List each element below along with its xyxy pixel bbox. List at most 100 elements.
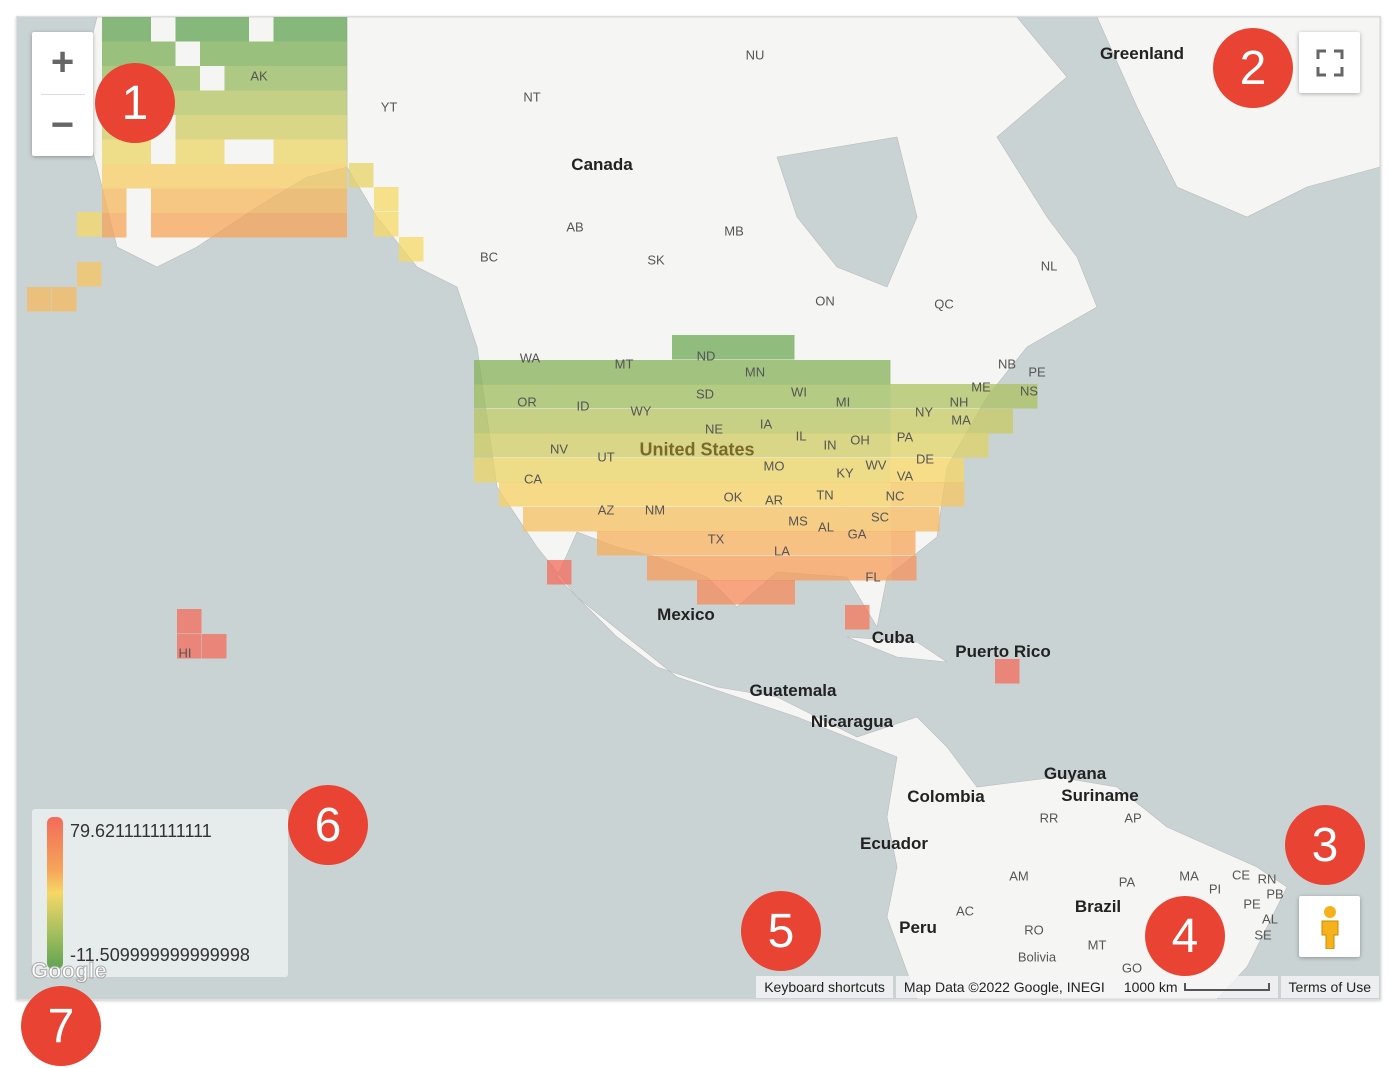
map-label: PE <box>1028 364 1046 380</box>
heat-cell <box>298 17 323 42</box>
map-label: IL <box>795 428 807 444</box>
zoom-in-button[interactable]: + <box>50 40 75 85</box>
terms-link[interactable]: Terms of Use <box>1280 976 1379 998</box>
keyboard-shortcuts-link[interactable]: Keyboard shortcuts <box>756 976 893 998</box>
heat-cell <box>596 409 621 434</box>
google-logo[interactable]: Google <box>31 958 108 984</box>
heat-cell <box>719 482 744 507</box>
heat-cell <box>298 90 323 115</box>
heat-cell <box>200 90 225 115</box>
heat-cell <box>126 41 151 66</box>
heat-cell <box>939 384 964 409</box>
heat-cell <box>817 458 842 483</box>
heat-cell <box>646 482 671 507</box>
heat-cell <box>645 433 670 458</box>
heat-cell <box>866 360 891 385</box>
heat-cell <box>866 458 891 483</box>
heat-cell <box>175 115 200 140</box>
heat-cell <box>645 360 670 385</box>
map-label: SK <box>647 252 665 268</box>
map-label: Guatemala <box>749 681 837 700</box>
heat-cell <box>200 188 225 213</box>
heat-cell <box>298 213 323 238</box>
map-label: Colombia <box>907 787 985 806</box>
map-layer <box>27 17 1380 999</box>
heat-cell <box>892 556 917 581</box>
heat-cell <box>322 164 347 189</box>
heat-cell <box>694 409 719 434</box>
heat-cell <box>621 409 646 434</box>
map-label: OH <box>850 432 870 448</box>
scale-bar <box>1183 983 1270 991</box>
map-label: NH <box>949 394 969 410</box>
heat-cell <box>177 634 202 659</box>
map-label: AM <box>1009 868 1029 884</box>
heat-cell <box>523 433 548 458</box>
heat-cell <box>322 41 347 66</box>
fullscreen-button[interactable] <box>1299 32 1360 93</box>
map-label: AC <box>955 903 975 919</box>
map-label: CA <box>523 471 543 487</box>
heat-cell <box>273 139 298 164</box>
heat-cell <box>890 384 915 409</box>
heat-cell <box>151 164 176 189</box>
heat-cell <box>695 531 720 556</box>
heat-cell <box>696 335 721 360</box>
map-label: LA <box>774 543 790 559</box>
heat-cell <box>770 335 795 360</box>
heat-cell <box>721 580 746 605</box>
heat-cell <box>200 17 225 42</box>
map-label: AB <box>566 219 584 235</box>
heat-cell <box>474 384 499 409</box>
heat-cell <box>768 507 793 532</box>
heat-cell <box>547 360 572 385</box>
heat-cell <box>548 482 573 507</box>
heat-cell <box>817 531 842 556</box>
heat-cell <box>224 17 249 42</box>
street-view-pegman-button[interactable] <box>1299 896 1360 957</box>
heat-cell <box>273 115 298 140</box>
heat-cell <box>175 213 200 238</box>
heat-cell <box>719 360 744 385</box>
heat-cell <box>744 482 769 507</box>
heat-cell <box>842 482 867 507</box>
heat-cell <box>866 507 891 532</box>
scale-control[interactable]: 1000 km <box>1115 976 1278 998</box>
heat-cell <box>794 556 819 581</box>
map-label: OK <box>723 489 743 505</box>
heat-cell <box>572 409 597 434</box>
map-label: NM <box>644 502 666 518</box>
heat-cell <box>572 433 597 458</box>
heat-cell <box>200 115 225 140</box>
heat-cell <box>572 482 597 507</box>
zoom-out-button[interactable]: − <box>50 102 75 147</box>
heat-cell <box>792 507 817 532</box>
heat-cell <box>273 90 298 115</box>
map-label: MI <box>835 394 851 410</box>
heat-cell <box>597 531 622 556</box>
heat-cell <box>842 531 867 556</box>
map-label: PI <box>1208 881 1222 897</box>
heat-cell <box>964 433 989 458</box>
map-label: NE <box>704 421 724 437</box>
heat-cell <box>719 531 744 556</box>
heat-cell <box>915 409 940 434</box>
heat-cell <box>249 164 274 189</box>
heat-cell <box>249 115 274 140</box>
heat-cell <box>596 384 621 409</box>
map-label: MO <box>763 458 785 474</box>
map-label: IN <box>823 437 837 453</box>
heat-cell <box>866 409 891 434</box>
heat-cell <box>719 507 744 532</box>
map-label: United States <box>639 439 755 460</box>
map-label: AP <box>1124 810 1142 826</box>
map-label: Canada <box>571 155 633 174</box>
heat-cell <box>697 580 722 605</box>
heat-cell <box>175 139 200 164</box>
heat-cell <box>126 17 151 42</box>
heat-cell <box>200 213 225 238</box>
heat-cell <box>841 409 866 434</box>
heat-cell <box>719 433 744 458</box>
map-label: PB <box>1266 886 1284 902</box>
heat-cell <box>102 41 127 66</box>
